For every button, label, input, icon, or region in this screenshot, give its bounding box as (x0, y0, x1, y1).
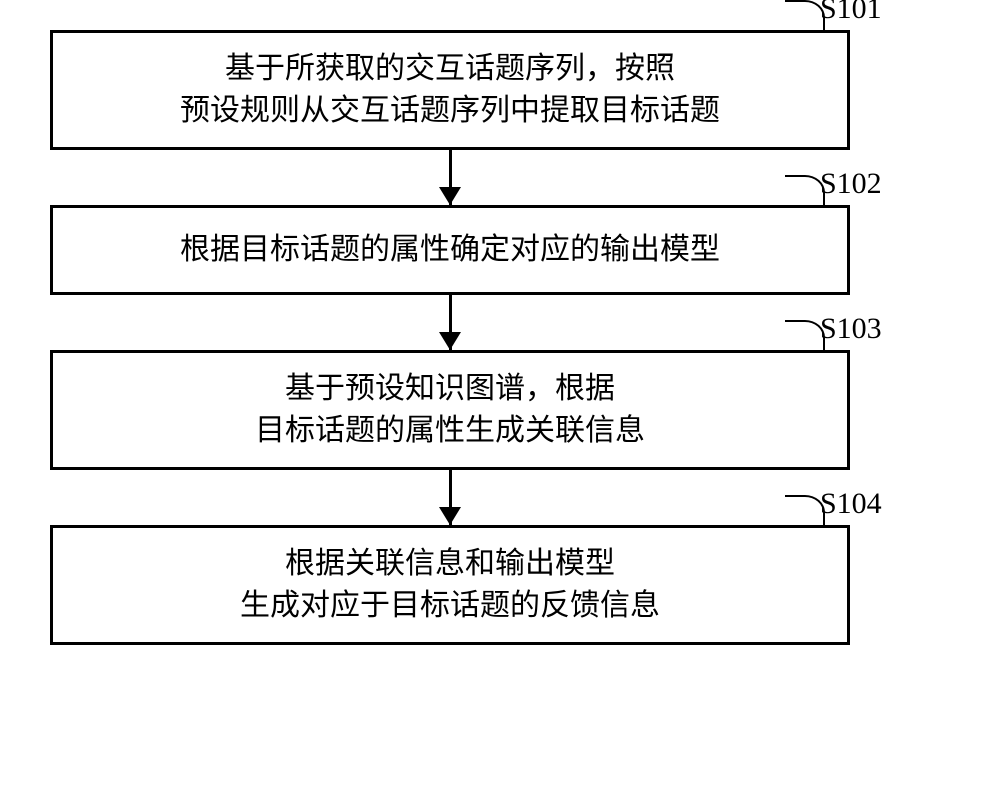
step-box-3: 基于预设知识图谱，根据 目标话题的属性生成关联信息 (50, 350, 850, 470)
step-label-3: S103 (820, 312, 882, 346)
arrow-2 (50, 295, 850, 350)
arrow-3 (50, 470, 850, 525)
flowchart-container: S101 基于所获取的交互话题序列，按照 预设规则从交互话题序列中提取目标话题 … (50, 30, 950, 645)
step-label-4: S104 (820, 487, 882, 521)
step-text-4: 根据关联信息和输出模型 生成对应于目标话题的反馈信息 (240, 543, 660, 627)
step-label-2: S102 (820, 167, 882, 201)
step-box-2: 根据目标话题的属性确定对应的输出模型 (50, 205, 850, 295)
step-box-4: 根据关联信息和输出模型 生成对应于目标话题的反馈信息 (50, 525, 850, 645)
step-text-1: 基于所获取的交互话题序列，按照 预设规则从交互话题序列中提取目标话题 (180, 48, 720, 132)
step-text-3: 基于预设知识图谱，根据 目标话题的属性生成关联信息 (255, 368, 645, 452)
step-label-1: S101 (820, 0, 882, 26)
step-box-1: 基于所获取的交互话题序列，按照 预设规则从交互话题序列中提取目标话题 (50, 30, 850, 150)
step-text-2: 根据目标话题的属性确定对应的输出模型 (180, 229, 720, 271)
arrow-1 (50, 150, 850, 205)
